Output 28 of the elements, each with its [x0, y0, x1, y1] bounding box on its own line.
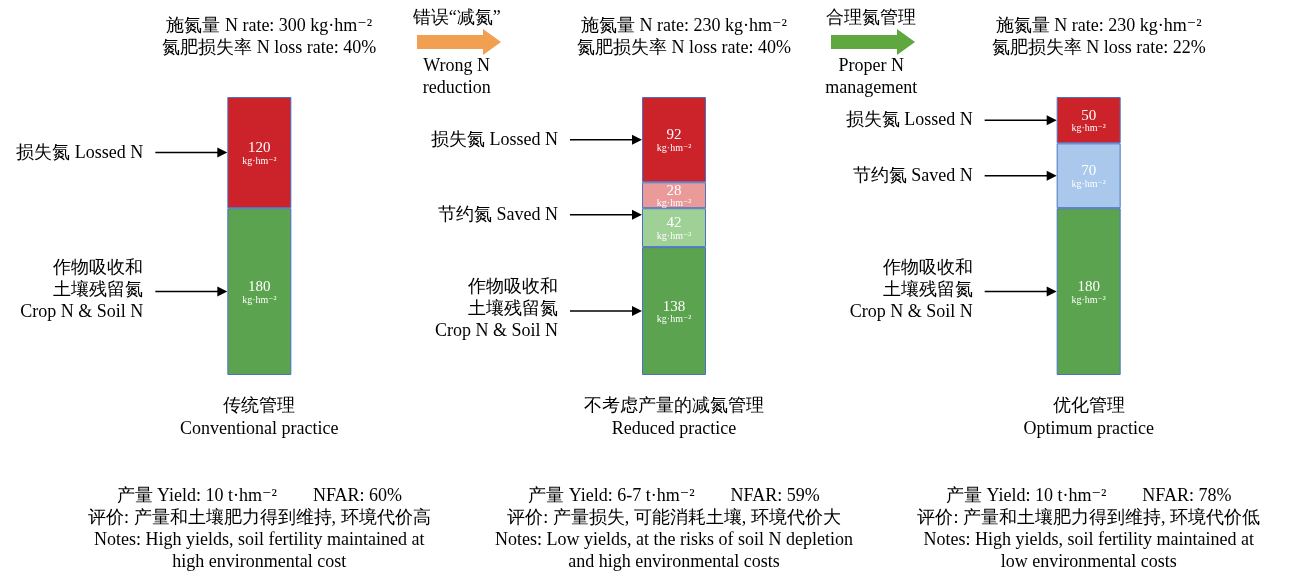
- data-label: 120 kg·hm⁻²: [242, 139, 277, 166]
- annotation: 作物吸收和土壤残留氮 Crop N & Soil N: [20, 256, 144, 321]
- annotation: 节约氮 Saved N: [438, 203, 558, 224]
- text: 产量 Yield: 6-7 t·hm⁻² NFAR: 59% 评价: 产量损失, 可能消耗土壤, 环境代价大 Notes: Low yields, at the risks of soil N depletion and high environmental costs: [495, 485, 853, 571]
- data-label: 50 kg·hm⁻²: [1071, 106, 1106, 134]
- text: 合理氮管理 Proper N management: [825, 7, 918, 97]
- data-label: 42 kg·hm⁻²: [656, 214, 692, 241]
- text: 产量 Yield: 10 t·hm⁻² NFAR: 60% 评价: 产量和土壤肥力得到维持, 环境代价高 Notes: High yields, soil fertility maintained at high environmental cost: [88, 485, 431, 571]
- text: 施氮量 N rate: 230 kg·hm⁻² 氮肥损失率 N loss rate: 40%: [577, 15, 791, 57]
- annotation: 损失氮 Lossed N: [431, 128, 558, 149]
- data-label: 70 kg·hm⁻²: [1071, 162, 1106, 189]
- text: 产量 Yield: 10 t·hm⁻² NFAR: 78% 评价: 产量和土壤肥力得到维持, 环境代价低 Notes: High yields, soil fertility maintained at low environmental costs: [917, 485, 1260, 571]
- annotation: 作物吸收和土壤残留氮 Crop N & Soil N: [434, 276, 558, 341]
- x-tick-label: 不考虑产量的减氮管理 Reduced practice: [584, 394, 764, 438]
- text: 施氮量 N rate: 230 kg·hm⁻² 氮肥损失率 N loss rate: 22%: [991, 15, 1206, 57]
- annotation: 损失氮 Lossed N: [845, 109, 973, 130]
- data-label: 180 kg·hm⁻²: [1071, 278, 1106, 305]
- data-label: 138 kg·hm⁻²: [656, 297, 692, 325]
- annotation: 节约氮 Saved N: [852, 164, 973, 185]
- text: 施氮量 N rate: 300 kg·hm⁻² 氮肥损失率 N loss rate: 40%: [162, 15, 377, 57]
- data-label: 180 kg·hm⁻²: [242, 278, 277, 305]
- annotation: 损失氮 Lossed N: [16, 141, 144, 162]
- text: 错误“减氮” Wrong N reduction: [412, 7, 501, 97]
- x-tick-label: 传统管理 Conventional practice: [180, 394, 339, 438]
- x-tick-label: 优化管理 Optimum practice: [1023, 394, 1154, 438]
- data-label: 28 kg·hm⁻²: [656, 181, 692, 209]
- data-label: 92 kg·hm⁻²: [656, 126, 692, 153]
- annotation: 作物吸收和土壤残留氮 Crop N & Soil N: [849, 256, 973, 321]
